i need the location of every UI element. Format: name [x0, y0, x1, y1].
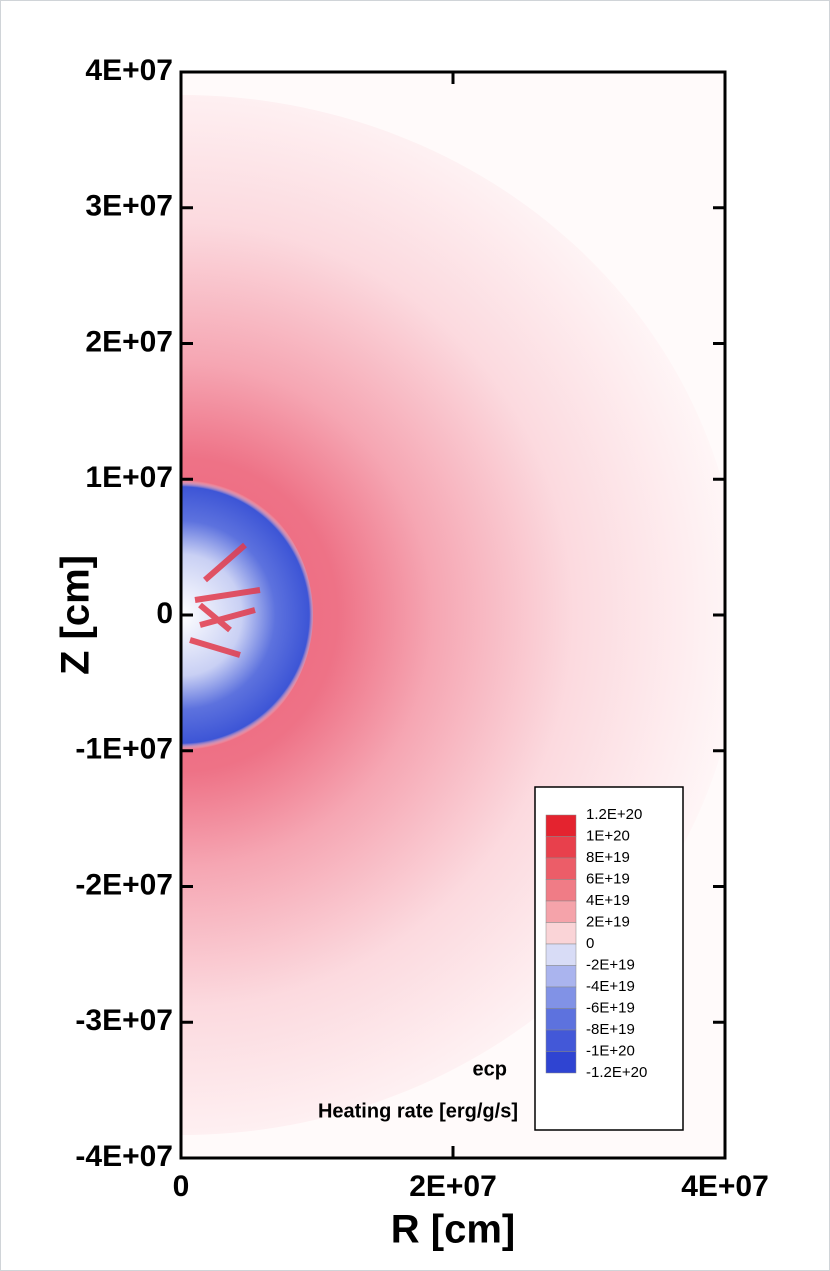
- y-tick-label: -1E+07: [75, 733, 173, 766]
- colorbar-label: -4E+19: [586, 978, 635, 995]
- colorbar-swatch: [545, 879, 577, 902]
- colorbar-label: -1.2E+20: [586, 1064, 647, 1081]
- y-tick-label: 3E+07: [85, 190, 173, 223]
- annotation: ecp: [473, 1058, 507, 1080]
- colorbar-label: 6E+19: [586, 870, 630, 887]
- colorbar-label: 4E+19: [586, 892, 630, 909]
- y-tick-label: 0: [156, 597, 173, 630]
- colorbar-swatch: [545, 965, 577, 988]
- colorbar-label: 1.2E+20: [586, 806, 642, 823]
- colorbar-swatch: [545, 1029, 577, 1052]
- x-axis-label: R [cm]: [391, 1208, 515, 1252]
- colorbar-label: -8E+19: [586, 1021, 635, 1038]
- colorbar-label: 0: [586, 935, 594, 952]
- y-tick-label: 2E+07: [85, 325, 173, 358]
- colorbar-label: -1E+20: [586, 1042, 635, 1059]
- y-tick-label: 1E+07: [85, 461, 173, 494]
- colorbar-swatch: [545, 857, 577, 880]
- colorbar-label: -2E+19: [586, 956, 635, 973]
- colorbar-swatch: [545, 1008, 577, 1031]
- colorbar-swatch: [545, 943, 577, 966]
- colorbar-swatch: [545, 814, 577, 837]
- y-axis-label: Z [cm]: [54, 555, 98, 675]
- y-tick-label: -3E+07: [75, 1004, 173, 1037]
- x-tick-label: 0: [173, 1170, 190, 1203]
- colorbar-label: 2E+19: [586, 913, 630, 930]
- colorbar-swatch: [545, 1051, 577, 1074]
- colorbar-swatch: [545, 922, 577, 945]
- colorbar-label: 1E+20: [586, 827, 630, 844]
- x-tick-label: 4E+07: [681, 1170, 769, 1203]
- annotation: Heating rate [erg/g/s]: [318, 1100, 518, 1122]
- y-tick-label: -2E+07: [75, 868, 173, 901]
- y-tick-label: -4E+07: [75, 1140, 173, 1173]
- colorbar-swatch: [545, 900, 577, 923]
- colorbar-label: 8E+19: [586, 849, 630, 866]
- x-tick-label: 2E+07: [409, 1170, 497, 1203]
- y-tick-label: 4E+07: [85, 54, 173, 87]
- colorbar-swatch: [545, 986, 577, 1009]
- colorbar-label: -6E+19: [586, 999, 635, 1016]
- colorbar-swatch: [545, 836, 577, 859]
